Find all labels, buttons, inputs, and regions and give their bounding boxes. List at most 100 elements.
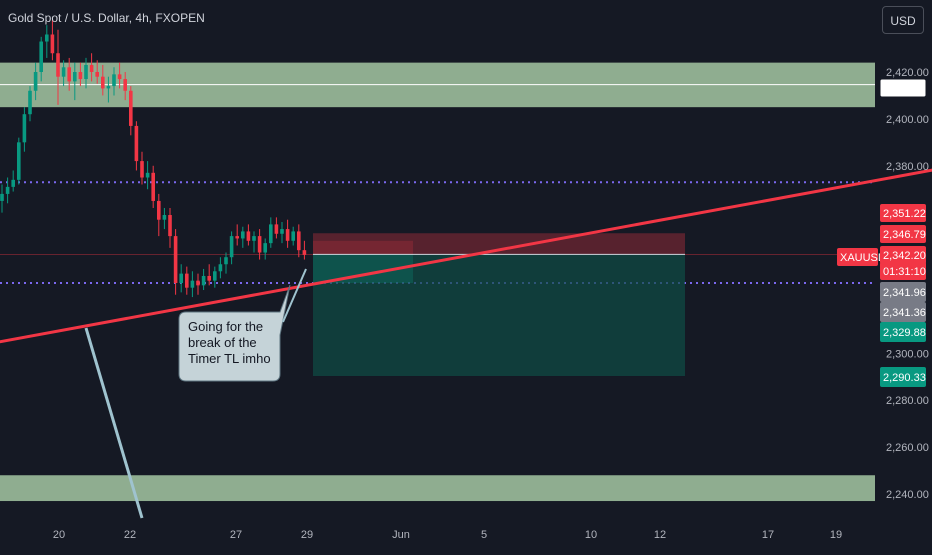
price-badge[interactable]: 01:31:10 — [880, 262, 926, 280]
candle-body — [196, 280, 200, 286]
candle — [269, 217, 273, 248]
candle — [207, 264, 211, 286]
candle — [246, 224, 251, 246]
candle — [140, 151, 144, 185]
candle-body — [224, 257, 228, 265]
price-badge[interactable]: 2,346.79 — [880, 225, 926, 243]
candle-body — [168, 215, 172, 237]
price-badge[interactable]: 2,341.96 — [880, 282, 926, 302]
price-badge-bg — [880, 302, 926, 322]
candle — [201, 268, 206, 291]
candle-body — [218, 264, 223, 272]
candle — [112, 67, 116, 96]
candle — [33, 62, 38, 101]
candle — [129, 86, 133, 136]
symbol-title: Gold Spot / U.S. Dollar, 4h, FXOPEN — [8, 11, 205, 25]
candle — [106, 76, 111, 103]
x-tick-label: 5 — [481, 529, 487, 541]
candle-body — [213, 271, 217, 281]
candle — [117, 62, 122, 89]
trendline[interactable] — [0, 128, 932, 344]
candle-body — [129, 90, 133, 126]
candle — [297, 224, 301, 258]
candle — [67, 57, 71, 91]
price-axis[interactable]: 2,240.00 2,260.00 2,280.00 2,300.00 2,380.00… — [837, 67, 929, 501]
take-profit-zone[interactable] — [313, 254, 685, 377]
candle-body — [39, 41, 43, 72]
price-badge-label: 2,341.96 — [883, 287, 926, 299]
candle-body — [11, 179, 15, 187]
position-tool[interactable] — [313, 233, 685, 377]
pointer-arrow-line[interactable] — [84, 327, 144, 519]
candle — [168, 207, 172, 248]
candle-body — [246, 231, 251, 241]
candle-body — [257, 236, 262, 253]
candle — [213, 266, 217, 288]
candle-body — [162, 215, 167, 220]
candle-body — [0, 193, 4, 201]
demand-zone[interactable] — [0, 475, 875, 502]
x-tick-label: 17 — [762, 529, 774, 541]
candle — [263, 238, 267, 260]
price-badge-bg — [880, 282, 926, 302]
price-badge-bg — [837, 248, 878, 266]
candle — [285, 219, 290, 248]
candle-body — [84, 64, 88, 80]
candle-body — [207, 275, 211, 281]
lines-layer[interactable] — [0, 128, 932, 519]
price-badge[interactable]: XAUUSD — [837, 248, 886, 266]
price-badge[interactable]: 2,329.88 — [880, 322, 926, 342]
candle-body — [229, 236, 234, 258]
candle-body — [302, 250, 307, 255]
price-badge-label: 2,329.88 — [883, 327, 926, 339]
candle-body — [263, 243, 267, 253]
time-axis[interactable]: 20 22 27 29 Jun 5 10 12 17 19 — [53, 529, 842, 541]
currency-button[interactable]: USD — [882, 6, 924, 34]
candle-body — [17, 142, 21, 180]
price-badge[interactable]: 2,414.62 — [879, 78, 927, 98]
callout-text-line: Timer TL imho — [188, 351, 271, 366]
callout-bubble[interactable] — [178, 284, 291, 382]
candle-body — [241, 231, 245, 239]
candle-body — [5, 186, 10, 194]
candle-body — [235, 236, 239, 239]
candle — [162, 207, 167, 230]
price-badge[interactable]: 2,342.20 — [880, 246, 926, 264]
y-tick-label: 2,240.00 — [886, 489, 929, 501]
candle — [280, 222, 284, 244]
price-badge[interactable]: 2,341.36 — [880, 302, 926, 322]
candle — [11, 170, 15, 192]
candle — [224, 252, 228, 274]
candle — [5, 177, 10, 204]
candle-body — [297, 231, 301, 251]
candle-body — [291, 231, 295, 241]
price-badge[interactable]: 2,290.33 — [880, 367, 926, 387]
candle — [157, 193, 161, 237]
price-badge-label: 2,341.36 — [883, 307, 926, 319]
candle-body — [280, 229, 284, 234]
candle-body — [112, 74, 116, 87]
y-tick-label: 2,400.00 — [886, 114, 929, 126]
candle-body — [67, 67, 71, 82]
candle — [302, 240, 307, 260]
x-tick-label: 12 — [654, 529, 666, 541]
price-badge[interactable]: 2,351.22 — [880, 204, 926, 222]
candle — [28, 86, 32, 122]
candle — [84, 57, 88, 89]
callout-text-line: Going for the — [188, 319, 263, 334]
callout-text: Going for the break of the Timer TL imho — [188, 319, 271, 366]
candle-body — [45, 34, 49, 42]
candle-body — [190, 280, 195, 288]
x-tick-label: 10 — [585, 529, 597, 541]
x-tick-label: 27 — [230, 529, 242, 541]
callout-layer[interactable]: Going for the break of the Timer TL imho — [178, 268, 307, 382]
candle — [61, 60, 66, 87]
candle — [190, 271, 195, 298]
candle-body — [151, 172, 155, 201]
candle — [196, 273, 200, 295]
y-tick-label: 2,260.00 — [886, 442, 929, 454]
candle-body — [157, 200, 161, 220]
stop-loss-zone[interactable] — [313, 233, 685, 255]
